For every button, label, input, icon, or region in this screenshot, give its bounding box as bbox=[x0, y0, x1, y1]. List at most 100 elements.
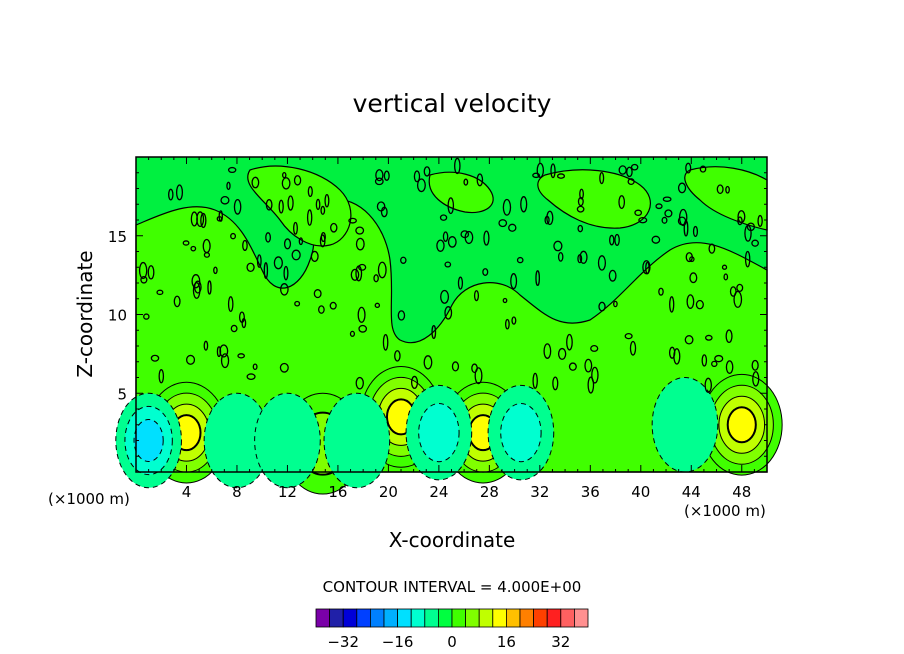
colorbar-swatch bbox=[315, 608, 331, 628]
small-contour bbox=[281, 177, 291, 190]
small-contour bbox=[156, 289, 164, 296]
small-contour bbox=[227, 166, 237, 174]
small-contour bbox=[394, 350, 401, 362]
small-contour bbox=[168, 188, 174, 201]
small-contour bbox=[293, 175, 302, 186]
small-contour bbox=[192, 282, 201, 299]
small-contour bbox=[377, 261, 387, 279]
contour-interval-label: CONTOUR INTERVAL = 4.000E+00 bbox=[323, 578, 582, 596]
x-tick-label: 32 bbox=[530, 483, 549, 501]
small-contour bbox=[651, 235, 661, 244]
small-contour bbox=[219, 344, 229, 358]
colorbar-swatch bbox=[465, 608, 480, 628]
small-contour bbox=[701, 354, 708, 367]
colorbar-swatch bbox=[397, 608, 412, 628]
small-contour bbox=[252, 363, 258, 371]
small-contour bbox=[510, 273, 518, 290]
small-contour bbox=[505, 318, 510, 330]
small-contour bbox=[618, 165, 627, 175]
colorbar-swatch bbox=[329, 608, 344, 628]
y-tick-label: 5 bbox=[117, 385, 127, 403]
small-contour bbox=[634, 209, 643, 216]
downdraft-contour bbox=[254, 392, 321, 489]
small-contour bbox=[279, 362, 289, 373]
y-axis: 5 10 15 bbox=[108, 172, 767, 457]
small-contour bbox=[546, 210, 554, 226]
small-contour bbox=[476, 173, 484, 187]
colorbar-tick-label: −32 bbox=[327, 633, 359, 651]
small-contour bbox=[677, 216, 687, 226]
small-contour bbox=[138, 261, 148, 280]
chart-title: vertical velocity bbox=[353, 89, 552, 118]
small-contour bbox=[736, 283, 744, 293]
small-contour bbox=[150, 354, 160, 362]
y-axis-label: Z-coordinate bbox=[73, 250, 97, 377]
small-contour bbox=[473, 290, 480, 302]
x-tick-label: 48 bbox=[732, 483, 751, 501]
x-tick-label: 40 bbox=[631, 483, 650, 501]
small-contour bbox=[283, 238, 292, 250]
small-contour bbox=[624, 332, 633, 340]
downdraft-contour bbox=[133, 419, 164, 462]
colorbar: −32 −16 0 16 32 bbox=[315, 608, 589, 651]
small-contour bbox=[516, 256, 524, 264]
small-contour bbox=[230, 324, 238, 333]
small-contour bbox=[460, 230, 470, 239]
x-tick-label: 8 bbox=[232, 483, 242, 501]
x-tick-label: 24 bbox=[429, 483, 448, 501]
small-contour bbox=[614, 233, 620, 247]
small-contour bbox=[213, 266, 218, 275]
small-contour bbox=[532, 372, 538, 389]
small-contour bbox=[382, 333, 389, 351]
small-contour bbox=[733, 290, 743, 308]
small-contour bbox=[627, 178, 635, 186]
small-contour bbox=[278, 199, 284, 214]
small-contour bbox=[293, 221, 298, 235]
colorbar-swatch bbox=[410, 608, 426, 628]
small-contour bbox=[280, 283, 289, 296]
small-contour bbox=[306, 209, 313, 226]
small-contour bbox=[265, 199, 273, 211]
small-contour bbox=[597, 255, 607, 271]
small-contour bbox=[689, 256, 695, 263]
small-contour bbox=[263, 262, 269, 279]
small-contour bbox=[708, 243, 716, 254]
small-contour bbox=[283, 265, 289, 281]
small-contour bbox=[664, 209, 673, 218]
small-contour bbox=[757, 214, 763, 228]
downdraft-contour bbox=[418, 403, 460, 463]
small-contour bbox=[613, 300, 618, 308]
small-contour bbox=[729, 286, 737, 297]
small-contour bbox=[143, 313, 150, 320]
colorbar-swatch bbox=[342, 608, 358, 628]
colorbar-tick-label: −16 bbox=[382, 633, 414, 651]
small-contour bbox=[348, 217, 357, 224]
small-contour bbox=[508, 223, 517, 232]
small-contour bbox=[436, 239, 445, 252]
colorbar-tick-label: 32 bbox=[551, 633, 570, 651]
small-contour bbox=[483, 230, 490, 246]
weak-updraft-region bbox=[537, 169, 651, 229]
small-contour bbox=[557, 347, 567, 360]
small-contour bbox=[413, 170, 421, 183]
contour-features bbox=[115, 365, 783, 495]
y-tick-label: 10 bbox=[108, 307, 127, 325]
small-contour bbox=[320, 205, 326, 215]
small-contour bbox=[400, 256, 407, 264]
small-contour bbox=[658, 287, 664, 296]
small-contour bbox=[576, 205, 585, 213]
small-contour bbox=[315, 198, 321, 211]
small-contour bbox=[265, 232, 272, 243]
small-contour bbox=[577, 224, 584, 233]
small-contour bbox=[218, 210, 223, 222]
small-contour bbox=[661, 216, 668, 224]
colorbar-swatch bbox=[505, 608, 521, 628]
small-contour bbox=[579, 188, 584, 200]
small-contour bbox=[457, 276, 464, 290]
small-contour bbox=[200, 212, 207, 229]
small-contour bbox=[203, 340, 209, 351]
small-contour bbox=[579, 250, 588, 264]
small-contour bbox=[474, 367, 483, 385]
small-contour bbox=[451, 361, 460, 372]
